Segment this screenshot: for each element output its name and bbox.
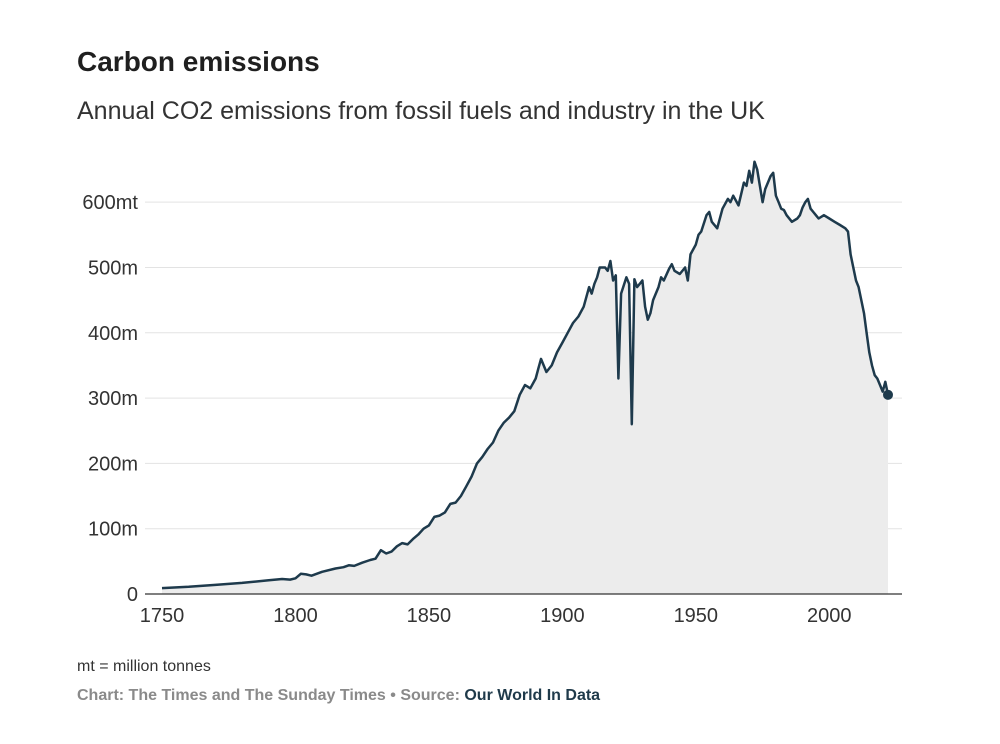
x-tick-label: 1750 (140, 605, 185, 627)
y-tick-label: 500m (88, 257, 138, 279)
y-tick-label: 400m (88, 323, 138, 345)
source-link[interactable]: Our World In Data (464, 687, 601, 704)
x-tick-label: 1800 (273, 605, 318, 627)
y-axis-ticks: 0 100m 200m 300m 400m 500m 600mt (82, 192, 138, 606)
x-tick-label: 2000 (807, 605, 852, 627)
chart-title: Carbon emissions (77, 46, 320, 77)
y-tick-label: 600mt (82, 192, 138, 214)
x-axis-ticks: 1750 1800 1850 1900 1950 2000 (140, 605, 852, 627)
x-tick-label: 1850 (407, 605, 452, 627)
emissions-area (162, 161, 888, 594)
x-tick-label: 1900 (540, 605, 585, 627)
chart-subtitle: Annual CO2 emissions from fossil fuels a… (77, 97, 765, 125)
y-tick-label: 300m (88, 388, 138, 410)
chart-credit: Chart: The Times and The Sunday Times • … (77, 687, 600, 705)
credit-chart-label: Chart: The Times and The Sunday Times (77, 687, 386, 704)
emissions-line (161, 160, 890, 590)
y-tick-label: 200m (88, 453, 138, 475)
y-tick-label: 0 (127, 584, 138, 606)
credit-separator: • (390, 687, 396, 704)
y-tick-label: 100m (88, 519, 138, 541)
x-tick-label: 1950 (674, 605, 719, 627)
credit-source-label: Source: (400, 687, 460, 704)
units-footnote: mt = million tonnes (77, 658, 211, 675)
latest-value-marker (883, 389, 893, 400)
